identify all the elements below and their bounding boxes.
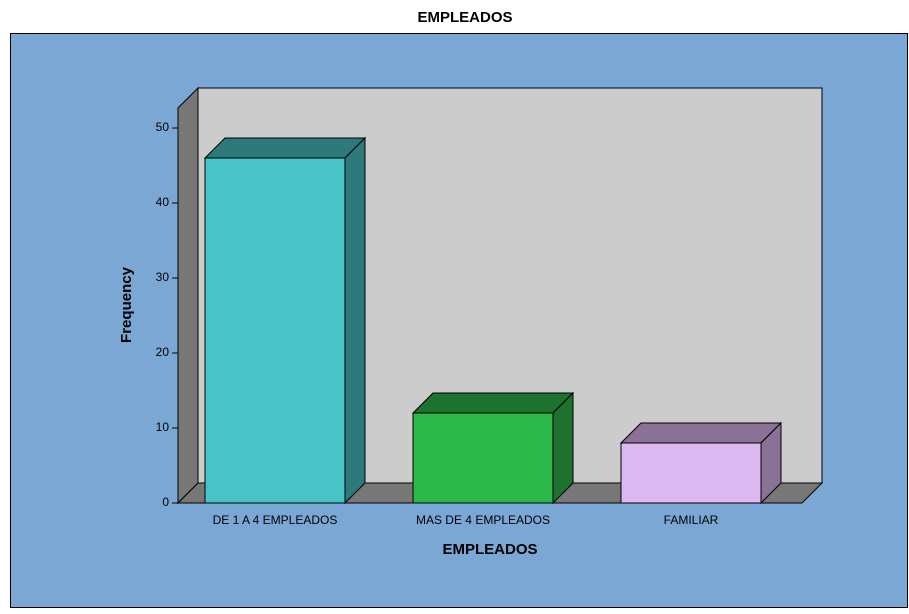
x-tick-label: DE 1 A 4 EMPLEADOS bbox=[213, 513, 338, 527]
bar-top bbox=[619, 422, 783, 444]
y-axis-label: Frequency bbox=[118, 266, 135, 343]
y-tick-label: 20 bbox=[156, 345, 170, 359]
y-tick-label: 50 bbox=[156, 120, 170, 134]
bar bbox=[412, 412, 554, 504]
x-axis-label: EMPLEADOS bbox=[442, 541, 537, 558]
x-tick-label: MAS DE 4 EMPLEADOS bbox=[416, 513, 550, 527]
bar-top bbox=[203, 137, 367, 159]
bar-side bbox=[552, 391, 574, 505]
bar-side bbox=[344, 136, 366, 505]
side-wall bbox=[177, 86, 199, 505]
x-tick-label: FAMILIAR bbox=[664, 513, 719, 527]
y-tick-label: 0 bbox=[162, 495, 169, 509]
chart-title: EMPLEADOS bbox=[417, 9, 512, 26]
y-tick-label: 30 bbox=[156, 270, 170, 284]
bar-top bbox=[411, 392, 575, 414]
bar bbox=[620, 442, 762, 504]
y-tick-label: 10 bbox=[156, 420, 170, 434]
bar bbox=[204, 157, 346, 504]
y-tick-label: 40 bbox=[156, 195, 170, 209]
